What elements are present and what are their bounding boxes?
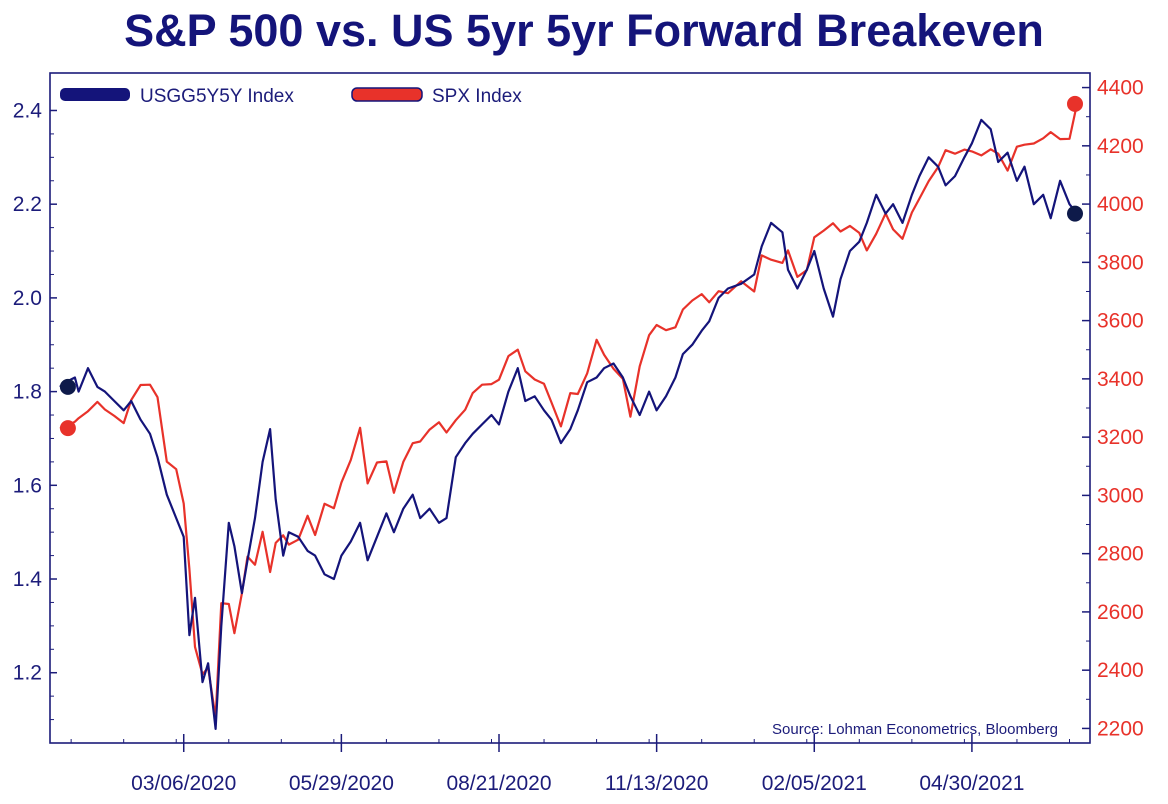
- x-tick-label: 02/05/2021: [762, 772, 867, 795]
- marker-spx-end: [1067, 95, 1083, 112]
- x-tick-label: 05/29/2020: [289, 772, 394, 795]
- marker-usgg-start: [59, 378, 76, 395]
- right-tick-label: 2400: [1097, 659, 1144, 682]
- end-markers: [59, 95, 1083, 437]
- right-tick-label: 4000: [1097, 193, 1144, 216]
- right-tick-label: 3000: [1097, 484, 1144, 507]
- right-tick-label: 3800: [1097, 251, 1144, 274]
- right-tick-label: 3600: [1097, 310, 1144, 333]
- right-tick-label: 2600: [1097, 601, 1144, 624]
- left-tick-label: 1.4: [13, 568, 43, 591]
- marker-usgg-end: [1067, 205, 1083, 222]
- right-tick-label: 3400: [1097, 368, 1144, 391]
- x-tick-label: 08/21/2020: [446, 772, 551, 795]
- legend-swatch-usgg: [60, 88, 130, 101]
- legend: USGG5Y5Y Index SPX Index: [60, 86, 522, 107]
- source-note: Source: Lohman Econometrics, Bloomberg: [772, 721, 1058, 738]
- chart-title: S&P 500 vs. US 5yr 5yr Forward Breakeven: [124, 5, 1044, 56]
- legend-label-spx: SPX Index: [432, 86, 522, 107]
- right-tick-label: 2800: [1097, 543, 1144, 566]
- left-tick-label: 1.2: [13, 662, 42, 685]
- right-tick-label: 3200: [1097, 426, 1144, 449]
- left-tick-label: 2.4: [13, 99, 43, 122]
- series-group: [59, 103, 1079, 731]
- right-axis: 2200 2400 2600 2800 3000 3200 3400 3600 3800 4000…: [1082, 77, 1144, 740]
- legend-swatch-spx: [351, 87, 423, 102]
- left-axis: 1.2 1.4 1.6 1.8 2.0 2.2 2.4: [13, 99, 57, 721]
- left-tick-label: 1.8: [13, 381, 42, 404]
- x-tick-label: 04/30/2021: [919, 772, 1024, 795]
- series-line-usgg: [59, 118, 1078, 731]
- right-tick-label: 2200: [1097, 717, 1144, 740]
- left-tick-label: 2.0: [13, 287, 42, 310]
- right-tick-label: 4400: [1097, 77, 1144, 100]
- left-tick-label: 2.2: [13, 193, 42, 216]
- x-axis: 03/06/2020 05/29/2020 08/21/2020 11/13/2020…: [70, 734, 1070, 795]
- x-tick-label: 11/13/2020: [605, 772, 709, 795]
- left-tick-label: 1.6: [13, 474, 42, 497]
- series-line-spx: [59, 103, 1079, 719]
- right-tick-label: 4200: [1097, 135, 1144, 158]
- x-tick-label: 03/06/2020: [131, 772, 236, 795]
- legend-label-usgg: USGG5Y5Y Index: [140, 86, 294, 107]
- marker-spx-start: [59, 420, 76, 437]
